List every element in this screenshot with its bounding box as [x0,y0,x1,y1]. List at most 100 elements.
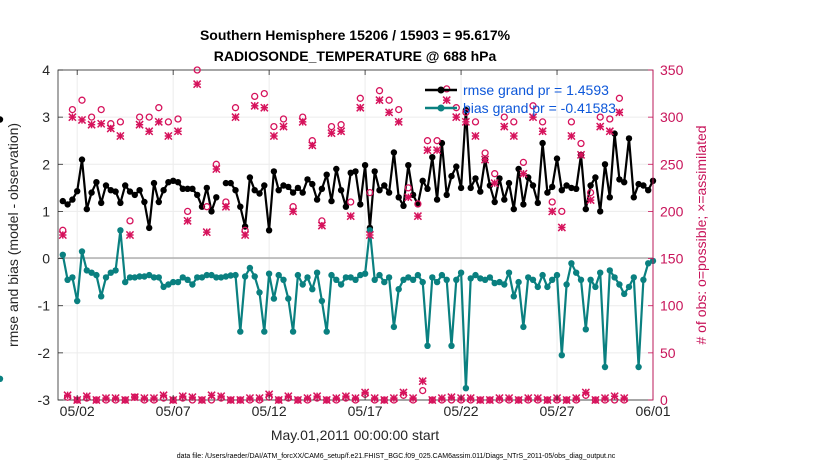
obs-possible-point [279,115,288,123]
obs-assimilated-point [241,230,250,240]
rmse-point [328,197,335,205]
rmse-point [246,174,254,181]
bias-point [64,276,71,283]
obs-assimilated-point [485,395,494,405]
obs-assimilated-point [615,108,624,117]
bias-point [390,323,398,331]
obs-assimilated-point [154,117,163,126]
obs-assimilated-point [149,393,159,403]
rmse-point [59,197,66,205]
bias-point [122,278,129,286]
obs-assimilated-point [202,228,211,237]
obs-assimilated-point [260,103,269,112]
obs-assimilated-point [509,131,518,141]
bias-point [462,385,470,392]
bias-point [150,274,158,281]
bias-point [237,328,244,335]
ticks-layer: 05/02 05/07 05/12 05/17 05/22 05/27 06/01 -3 -2 -… [38,62,684,419]
bias-point [505,269,513,276]
obs-assimilated-point [341,392,351,401]
obs-possible-point [270,122,278,131]
bias-point [573,269,580,276]
bias-point [577,276,585,283]
rmse-point [592,174,599,181]
bias-point [429,274,436,281]
obs-assimilated-point [322,395,331,405]
rmse-point [630,194,637,201]
obs-possible-point [231,104,240,112]
bias-point [501,281,508,288]
bias-point [491,279,498,287]
x-tick-label: 05/22 [444,403,479,419]
bias-point [131,274,138,281]
obs-possible-point [423,137,432,145]
rmse-point [237,203,244,210]
obs-possible-point [97,105,105,114]
bias-point [529,276,537,283]
bias-point [141,273,148,280]
bias-point [323,328,330,335]
left-y-axis-label: rmse and bias (model - observation) [5,123,21,347]
obs-assimilated-point [600,393,610,403]
x-axis-label: May.01,2011 00:00:00 start [271,427,439,443]
bias-point [510,293,517,300]
obs-assimilated-point [145,127,154,136]
rmse-point [333,165,340,173]
obs-possible-point [183,207,192,216]
obs-assimilated-point [432,146,442,155]
bias-point [126,274,134,281]
rmse-point [606,194,613,201]
rmse-point [69,196,76,203]
rmse-point [136,187,143,194]
rmse-point [395,194,402,201]
bias-point [309,286,316,293]
bias-point [265,270,273,277]
obs-assimilated-point [591,395,600,405]
bias-point [275,271,282,279]
bias-point [256,289,263,296]
bias-point [0,375,4,382]
bias-point [515,278,522,286]
rmse-point [83,205,91,213]
rmse-point [232,187,239,194]
bias-point [69,274,76,281]
x-tick-label: 05/27 [540,403,575,419]
obs-assimilated-point [476,395,485,405]
obs-assimilated-point [524,393,533,403]
obs-assimilated-point [399,388,408,397]
rmse-point [222,179,230,187]
obs-possible-point [260,89,268,98]
left-y-tick-label: 4 [42,62,50,78]
obs-assimilated-point [279,122,288,131]
obs-assimilated-point [178,392,187,401]
obs-assimilated-point [495,393,504,403]
bias-point [419,278,426,286]
chart-title: Southern Hemisphere 15206 / 15903 = 95.6… [200,27,511,43]
bias-point [280,276,287,283]
obs-assimilated-point [193,80,202,89]
bias-point [165,281,172,288]
bias-point [563,281,570,288]
obs-assimilated-point [236,395,245,405]
rmse-point [453,163,460,170]
obs-assimilated-point [245,393,255,403]
rmse-point [405,162,412,169]
obs-possible-point [203,203,211,211]
rmse-point [141,198,148,206]
obs-assimilated-point [461,117,470,126]
rmse-point [261,182,268,189]
rmse-point [424,185,431,192]
rmse-point [0,116,4,123]
bias-point [616,281,623,288]
bias-point [520,323,527,331]
x-tick-label: 05/02 [60,403,95,419]
rmse-point [342,203,350,210]
obs-assimilated-point [394,117,403,126]
obs-possible-point [577,139,585,148]
obs-assimilated-point [269,131,279,141]
bias-point [457,269,465,276]
rmse-point [597,208,604,215]
rmse-point [419,177,426,184]
legend-bias-marker [437,104,445,112]
obs-possible-point [510,118,518,126]
